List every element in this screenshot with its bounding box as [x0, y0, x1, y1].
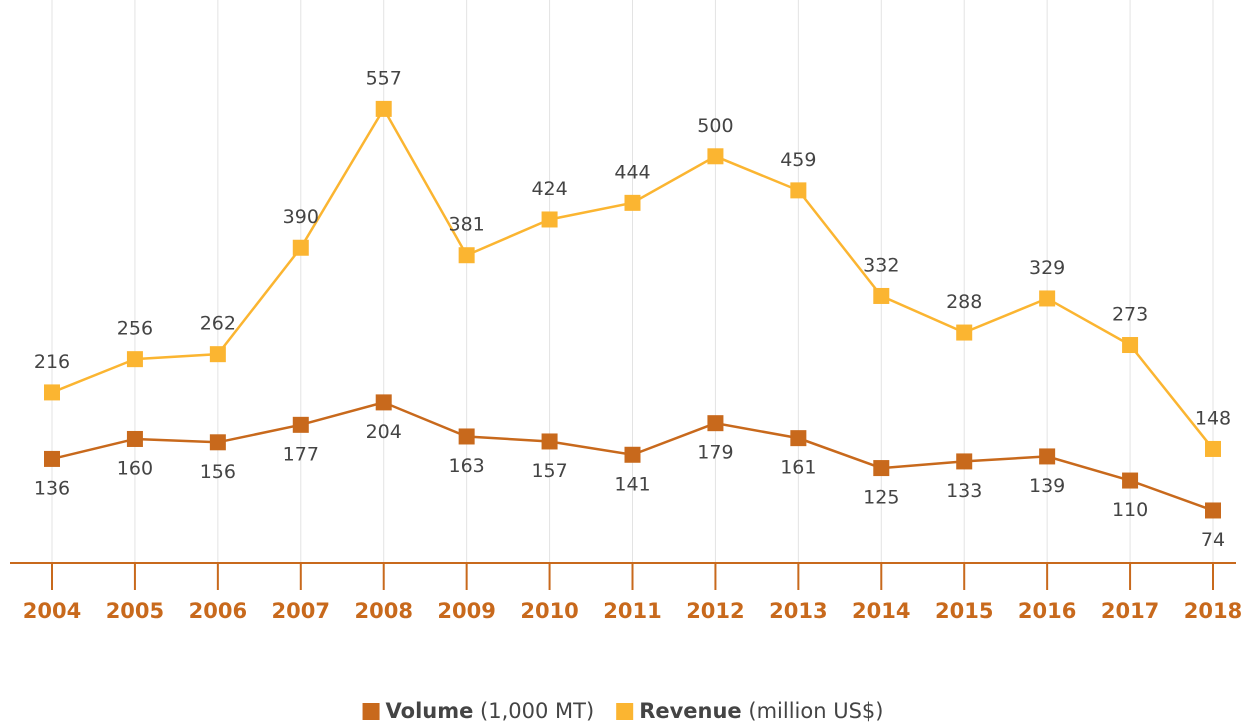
point-marker	[209, 346, 226, 363]
point-marker	[458, 428, 475, 445]
x-tick-label: 2018	[1184, 599, 1242, 623]
legend-space	[742, 699, 749, 723]
data-label: 381	[449, 214, 485, 236]
legend-unit: (million US$)	[748, 699, 883, 723]
point-marker	[1039, 448, 1056, 465]
x-tick-label: 2010	[520, 599, 578, 623]
data-label: 390	[283, 206, 319, 228]
legend-swatch	[616, 703, 634, 720]
data-label: 216	[34, 351, 70, 373]
legend-entry: Revenue (million US$)	[639, 699, 883, 723]
data-label: 157	[531, 460, 567, 482]
point-marker	[458, 247, 475, 264]
data-label: 125	[863, 487, 899, 509]
point-marker	[1122, 472, 1139, 489]
data-label: 256	[117, 318, 153, 340]
data-label: 148	[1195, 407, 1231, 429]
legend-space	[473, 699, 480, 723]
data-label: 136	[34, 477, 70, 499]
point-marker	[126, 351, 143, 368]
point-marker	[292, 239, 309, 256]
point-marker	[375, 394, 392, 411]
data-label: 163	[449, 455, 485, 477]
point-marker	[541, 433, 558, 450]
data-label: 156	[200, 461, 236, 483]
point-marker	[126, 430, 143, 447]
x-tick-label: 2012	[686, 599, 744, 623]
data-label: 177	[283, 443, 319, 465]
data-label: 74	[1201, 529, 1225, 551]
x-tick-label: 2014	[852, 599, 910, 623]
point-marker	[541, 211, 558, 228]
x-tick-label: 2017	[1101, 599, 1159, 623]
x-tick-label: 2004	[23, 599, 81, 623]
data-label: 329	[1029, 257, 1065, 279]
x-tick-label: 2007	[272, 599, 330, 623]
legend-unit: (1,000 MT)	[480, 699, 594, 723]
x-tick-label: 2008	[354, 599, 412, 623]
point-marker	[707, 148, 724, 165]
point-marker	[956, 453, 973, 470]
point-marker	[790, 182, 807, 199]
data-label: 160	[117, 457, 153, 479]
point-marker	[873, 460, 890, 477]
data-label: 110	[1112, 499, 1148, 521]
x-tick-label: 2009	[437, 599, 495, 623]
point-marker	[624, 194, 641, 211]
data-label: 139	[1029, 475, 1065, 497]
x-tick-label: 2016	[1018, 599, 1076, 623]
point-marker	[1122, 337, 1139, 354]
x-tick-label: 2011	[603, 599, 661, 623]
point-marker	[209, 434, 226, 451]
point-marker	[873, 287, 890, 304]
data-label: 288	[946, 291, 982, 313]
data-label: 500	[697, 115, 733, 137]
data-label: 424	[531, 178, 567, 200]
data-label: 141	[614, 473, 650, 495]
data-label: 459	[780, 149, 816, 171]
data-label: 273	[1112, 304, 1148, 326]
legend-swatch	[362, 703, 380, 720]
data-label: 262	[200, 313, 236, 335]
point-marker	[292, 416, 309, 433]
data-label: 161	[780, 457, 816, 479]
point-marker	[44, 450, 60, 467]
point-marker	[44, 384, 60, 401]
legend-name: Volume	[386, 699, 474, 723]
x-tick-label: 2013	[769, 599, 827, 623]
point-marker	[1205, 502, 1221, 519]
point-marker	[956, 324, 973, 341]
point-marker	[1039, 290, 1056, 307]
point-marker	[707, 415, 724, 432]
legend: Volume (1,000 MT) Revenue (million US$)	[362, 699, 883, 723]
x-tick-label: 2006	[189, 599, 247, 623]
data-label: 557	[366, 67, 402, 89]
data-label: 204	[366, 421, 402, 443]
point-marker	[375, 100, 392, 117]
point-marker	[1205, 440, 1221, 457]
data-label: 332	[863, 254, 899, 276]
legend-entry: Volume (1,000 MT)	[386, 699, 595, 723]
x-tick-label: 2005	[106, 599, 164, 623]
data-label: 444	[614, 161, 650, 183]
point-marker	[624, 446, 641, 463]
data-label: 133	[946, 480, 982, 502]
data-label: 179	[697, 442, 733, 464]
point-marker	[790, 430, 807, 447]
x-tick-label: 2015	[935, 599, 993, 623]
legend-name: Revenue	[639, 699, 742, 723]
